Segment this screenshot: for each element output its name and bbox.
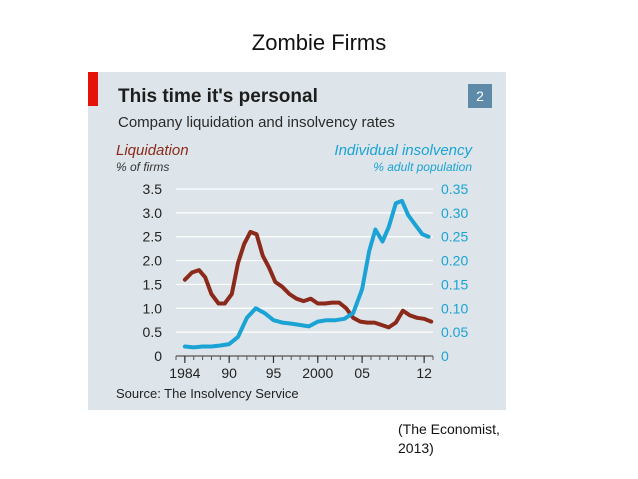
x-tick-label: 90: [221, 365, 237, 381]
right-tick-label: 0.15: [441, 276, 468, 292]
left-tick-label: 3.0: [143, 205, 163, 221]
left-tick-label: 1.0: [143, 300, 163, 316]
left-axis-unit: % of firms: [116, 160, 170, 174]
chart-subtitle: Company liquidation and insolvency rates: [118, 114, 395, 131]
citation: (The Economist, 2013): [398, 421, 500, 456]
right-tick-label: 0.25: [441, 229, 468, 245]
chart-source: Source: The Insolvency Service: [116, 386, 299, 401]
chart-number-badge: 2: [468, 84, 492, 108]
left-tick-label: 2.5: [143, 229, 163, 245]
right-tick-label: 0: [441, 348, 449, 364]
right-axis-title: Individual insolvency: [334, 142, 472, 159]
line-chart: 0 0 0.5 0.05 1.0 0.10 1.5 0.15 2.0 0.20 2.5 0.25 3.0…: [143, 181, 469, 381]
insolvency-series-line: [182, 198, 431, 350]
right-tick-label: 0.10: [441, 300, 468, 316]
left-tick-label: 2.0: [143, 253, 163, 269]
x-tick-label: 2000: [302, 365, 333, 381]
right-tick-label: 0.20: [441, 253, 468, 269]
left-tick-label: 0.5: [143, 324, 163, 340]
x-tick-label: 12: [416, 365, 432, 381]
right-tick-label: 0.35: [441, 181, 468, 197]
left-tick-label: 3.5: [143, 181, 163, 197]
red-tab-marker: [88, 72, 98, 106]
slide-title: Zombie Firms: [251, 30, 387, 55]
right-tick-label: 0.30: [441, 205, 468, 221]
liquidation-series-line: [182, 229, 434, 330]
left-axis-title: Liquidation: [116, 142, 189, 159]
x-tick-label: 95: [266, 365, 282, 381]
left-tick-label: 1.5: [143, 276, 163, 292]
right-tick-label: 0.05: [441, 324, 468, 340]
chart-title: This time it's personal: [118, 86, 318, 107]
x-tick-label: 05: [354, 365, 370, 381]
chart-panel: This time it's personal Company liquidat…: [88, 72, 506, 410]
x-tick-label: 1984: [169, 365, 200, 381]
left-tick-label: 0: [154, 348, 162, 364]
right-axis-unit: % adult population: [373, 160, 472, 174]
